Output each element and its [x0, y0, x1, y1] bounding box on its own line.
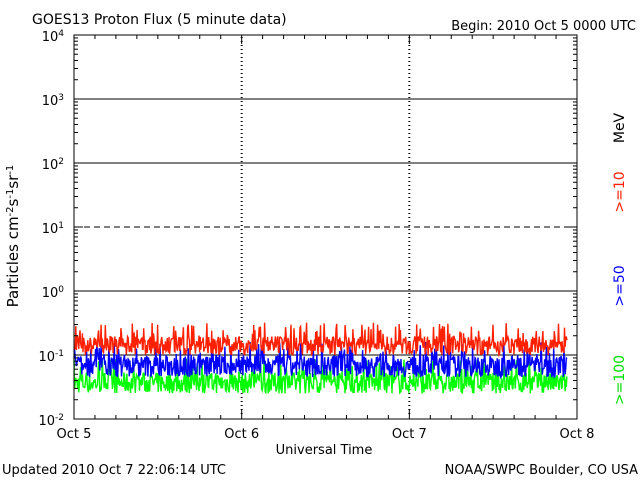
x-tick-label: Oct 8 — [560, 427, 595, 442]
legend-ge10: >=10 — [612, 171, 628, 212]
legend-ge100: >=100 — [612, 355, 628, 405]
series-line-ge50 — [73, 341, 568, 380]
legend: MeV >=10 >=50 >=100 — [612, 112, 628, 405]
y-axis-label: Particles cm-2s-1sr-1 — [4, 165, 22, 308]
x-tick-label: Oct 5 — [57, 427, 92, 442]
x-axis-label: Universal Time — [276, 443, 373, 458]
series-line-ge100 — [73, 358, 568, 395]
x-tick-label: Oct 6 — [224, 427, 259, 442]
x-tick-label: Oct 7 — [392, 427, 427, 442]
legend-unit-mev: MeV — [612, 112, 628, 143]
legend-ge50: >=50 — [612, 265, 628, 306]
series-line-ge10 — [73, 322, 568, 358]
begin-label: Begin: 2010 Oct 5 0000 UTC — [451, 19, 636, 34]
chart-title: GOES13 Proton Flux (5 minute data) — [32, 12, 287, 28]
updated-timestamp: Updated 2010 Oct 7 22:06:14 UTC — [2, 463, 226, 478]
credit-label: NOAA/SWPC Boulder, CO USA — [445, 463, 638, 478]
